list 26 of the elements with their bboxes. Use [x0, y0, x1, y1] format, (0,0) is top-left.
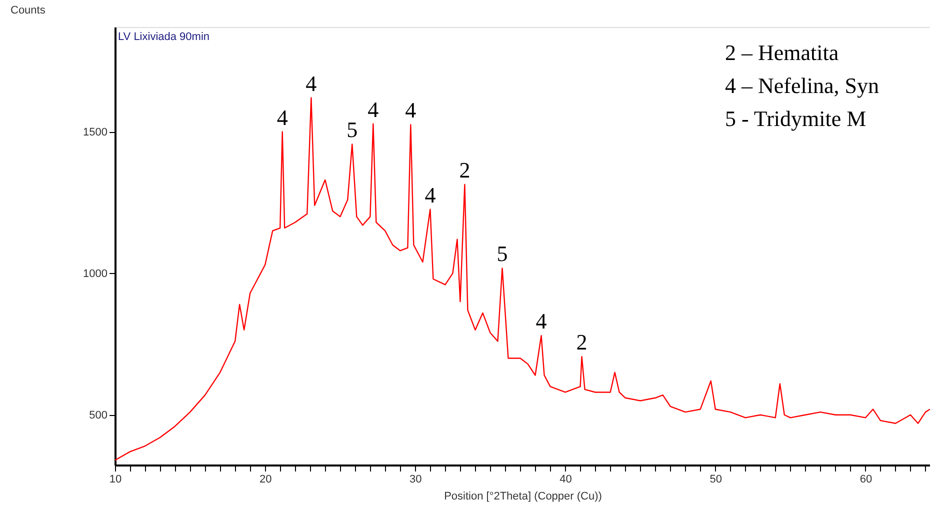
y-tick-label: 1500	[83, 126, 108, 138]
annotation: 4	[424, 182, 436, 208]
chart-title: LV Lixiviada 90min	[118, 31, 210, 43]
x-tick-label: 20	[259, 474, 272, 486]
annotation: 5	[346, 117, 358, 142]
x-tick-label: 50	[710, 474, 722, 486]
y-axis-title: Counts	[10, 4, 46, 16]
annotation: 5 - Tridymite M	[725, 106, 866, 131]
annotation: 4	[536, 308, 547, 334]
annotation: 4	[306, 70, 317, 96]
annotation: 2	[459, 157, 470, 182]
line-series	[115, 97, 930, 461]
annotation: 4	[276, 104, 288, 130]
y-tick-label: 1000	[83, 268, 108, 280]
annotation: 2 – Hematita	[725, 40, 839, 65]
x-tick-label: 10	[109, 474, 122, 486]
annotation: 2	[576, 330, 588, 355]
annotation: 4 – Nefelina, Syn	[725, 73, 879, 98]
x-axis-title: Position [°2Theta] (Copper (Cu))	[444, 490, 602, 502]
x-tick-label: 40	[560, 474, 572, 486]
y-tick-label: 500	[89, 409, 108, 422]
annotation: 4	[405, 98, 416, 123]
x-tick-label: 60	[860, 474, 872, 486]
x-tick-label: 30	[410, 474, 422, 486]
annotation: 4	[368, 96, 379, 122]
annotation: 5	[496, 241, 508, 266]
